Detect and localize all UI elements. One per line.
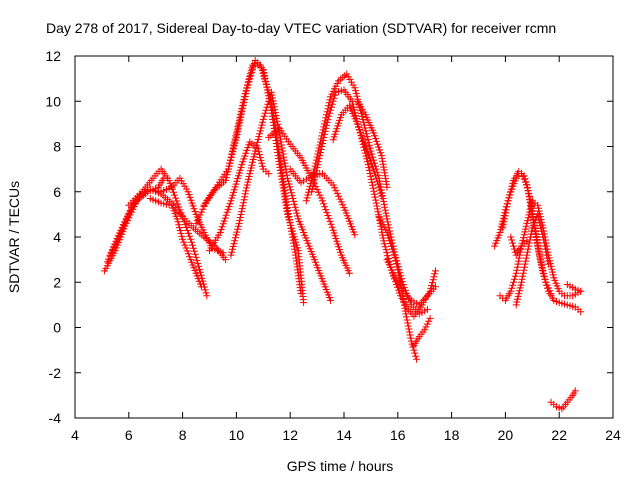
series-track-25 <box>547 387 579 413</box>
series-track-24 <box>563 281 585 295</box>
data-point-markers <box>547 387 579 413</box>
series-track-07 <box>200 57 308 307</box>
plot-frame <box>74 55 614 419</box>
y-tick-label: -4 <box>49 410 62 426</box>
y-axis-label: SDTVAR / TECUs <box>6 181 22 293</box>
data-points <box>101 57 585 413</box>
chart-title: Day 278 of 2017, Sidereal Day-to-day VTE… <box>46 20 556 36</box>
series-track-14 <box>329 102 386 200</box>
x-tick-label: 22 <box>551 427 567 443</box>
y-tick: 2 <box>53 274 613 290</box>
data-point-markers <box>383 256 439 309</box>
series-track-18 <box>410 314 434 350</box>
y-tick: 8 <box>53 139 613 155</box>
x-axis-label: GPS time / hours <box>287 458 394 474</box>
y-tick-label: 2 <box>53 274 61 290</box>
x-tick: 8 <box>179 56 187 443</box>
series-track-15 <box>353 97 391 191</box>
y-tick-label: 12 <box>45 48 61 64</box>
data-point-markers <box>200 57 308 307</box>
x-tick-label: 14 <box>336 427 352 443</box>
x-tick: 6 <box>125 56 133 443</box>
series-track-13 <box>308 86 439 320</box>
data-point-markers <box>507 233 531 259</box>
y-tick: 0 <box>53 320 613 336</box>
x-tick: 12 <box>282 56 298 443</box>
data-point-markers <box>353 97 391 191</box>
x-tick-label: 10 <box>229 427 245 443</box>
y-tick-label: 6 <box>53 184 61 200</box>
x-tick-label: 12 <box>282 427 298 443</box>
y-tick: -2 <box>49 365 613 381</box>
x-tick: 16 <box>390 56 406 443</box>
y-tick: 6 <box>53 184 613 200</box>
data-point-markers <box>308 86 439 320</box>
x-tick-label: 8 <box>179 427 187 443</box>
data-point-markers <box>563 281 585 295</box>
data-point-markers <box>206 138 273 255</box>
data-point-markers <box>410 314 434 350</box>
series-track-11 <box>286 165 359 239</box>
x-tick: 14 <box>336 56 352 443</box>
data-point-markers <box>499 167 555 298</box>
series-track-20 <box>499 167 555 298</box>
series-track-09 <box>227 88 334 304</box>
x-tick: 22 <box>551 56 567 443</box>
data-point-markers <box>302 70 431 318</box>
y-tick: 4 <box>53 229 613 245</box>
series-track-03 <box>106 165 211 300</box>
x-tick-label: 18 <box>444 427 460 443</box>
series-track-22 <box>512 210 552 309</box>
data-point-markers <box>512 210 552 309</box>
series-track-12 <box>302 70 431 318</box>
data-point-markers <box>106 165 211 300</box>
x-tick-label: 4 <box>71 427 79 443</box>
x-tick-label: 20 <box>498 427 514 443</box>
y-tick-label: 4 <box>53 229 61 245</box>
y-tick-label: 10 <box>45 93 61 109</box>
x-tick: 20 <box>498 56 514 443</box>
y-tick-label: 8 <box>53 139 61 155</box>
x-tick: 10 <box>229 56 245 443</box>
y-tick-label: -2 <box>49 365 62 381</box>
data-point-markers <box>146 195 205 291</box>
data-point-markers <box>227 88 334 304</box>
data-point-markers <box>329 102 386 200</box>
x-tick-label: 24 <box>605 427 621 443</box>
series-track-08 <box>206 138 273 255</box>
series-track-17 <box>383 256 439 309</box>
series-track-05 <box>146 195 205 291</box>
y-tick-label: 0 <box>53 320 61 336</box>
x-tick-label: 16 <box>390 427 406 443</box>
y-tick: 10 <box>45 93 613 109</box>
series-track-23 <box>507 233 531 259</box>
x-tick: 18 <box>444 56 460 443</box>
x-tick-label: 6 <box>125 427 133 443</box>
data-point-markers <box>286 165 359 239</box>
